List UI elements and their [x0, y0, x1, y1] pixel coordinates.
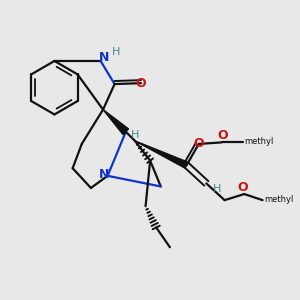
Text: O: O: [238, 181, 248, 194]
Text: N: N: [99, 51, 110, 64]
Text: N: N: [99, 168, 109, 181]
Text: O: O: [194, 137, 204, 150]
Text: methyl: methyl: [264, 195, 293, 204]
Text: H: H: [112, 47, 120, 57]
Text: methyl: methyl: [244, 137, 274, 146]
Text: O: O: [218, 129, 228, 142]
Polygon shape: [135, 141, 188, 168]
Text: H: H: [131, 130, 139, 140]
Text: H: H: [213, 184, 221, 194]
Polygon shape: [103, 110, 129, 135]
Text: O: O: [136, 77, 146, 90]
